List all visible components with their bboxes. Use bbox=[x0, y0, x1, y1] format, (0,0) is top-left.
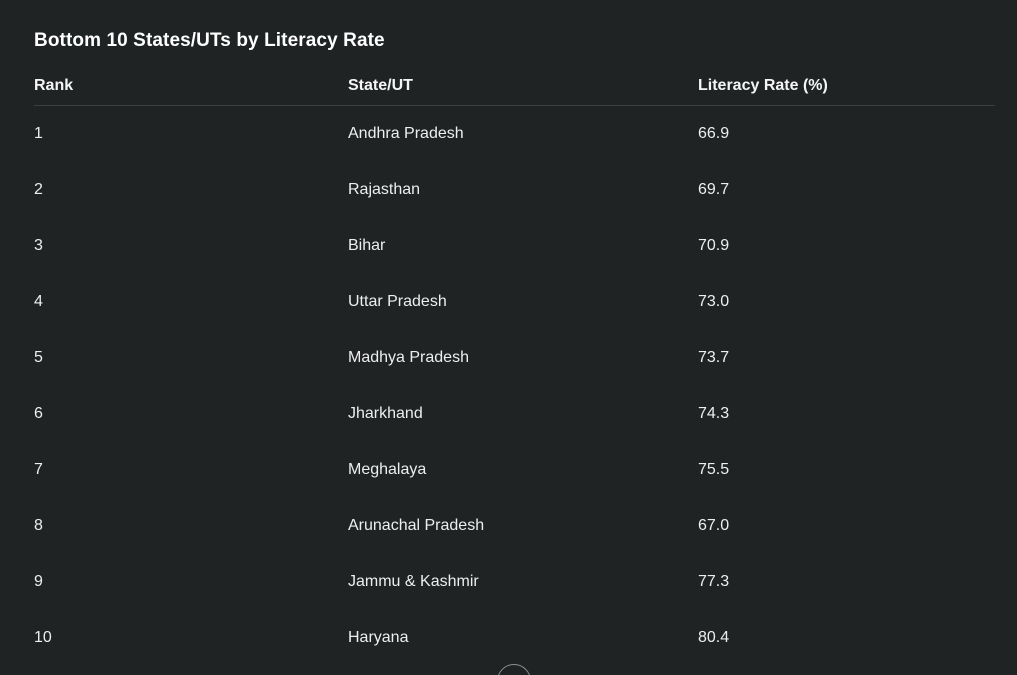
rank-cell: 2 bbox=[34, 181, 43, 198]
column-header-rank: Rank bbox=[34, 66, 348, 106]
table-row: 10 Haryana 80.4 bbox=[34, 610, 995, 666]
table-row: 8 Arunachal Pradesh 67.0 bbox=[34, 498, 995, 554]
state-cell: Haryana bbox=[348, 629, 409, 646]
table-row: 3 Bihar 70.9 bbox=[34, 218, 995, 274]
rate-cell: 66.9 bbox=[698, 125, 730, 142]
rate-cell: 73.7 bbox=[698, 349, 730, 366]
rank-cell: 10 bbox=[34, 629, 52, 646]
state-cell: Meghalaya bbox=[348, 461, 427, 478]
table-row: 1 Andhra Pradesh 66.9 bbox=[34, 106, 995, 163]
table-row: 6 Jharkhand 74.3 bbox=[34, 386, 995, 442]
state-cell: Rajasthan bbox=[348, 181, 421, 198]
state-cell: Andhra Pradesh bbox=[348, 125, 464, 142]
rate-cell: 75.5 bbox=[698, 461, 730, 478]
rank-cell: 7 bbox=[34, 461, 43, 478]
table-row: 2 Rajasthan 69.7 bbox=[34, 162, 995, 218]
column-header-literacy-rate: Literacy Rate (%) bbox=[698, 66, 995, 106]
rank-cell: 8 bbox=[34, 517, 43, 534]
state-cell: Bihar bbox=[348, 237, 386, 254]
rank-cell: 9 bbox=[34, 573, 43, 590]
rank-cell: 1 bbox=[34, 125, 43, 142]
rank-cell: 4 bbox=[34, 293, 43, 310]
rate-cell: 73.0 bbox=[698, 293, 730, 310]
state-cell: Jharkhand bbox=[348, 405, 423, 422]
column-header-state: State/UT bbox=[348, 66, 698, 106]
table-row: 5 Madhya Pradesh 73.7 bbox=[34, 330, 995, 386]
table-header-row: Rank State/UT Literacy Rate (%) bbox=[34, 66, 995, 106]
literacy-table: Rank State/UT Literacy Rate (%) 1 Andhra… bbox=[34, 66, 995, 666]
state-cell: Madhya Pradesh bbox=[348, 349, 469, 366]
table-row: 4 Uttar Pradesh 73.0 bbox=[34, 274, 995, 330]
rate-cell: 70.9 bbox=[698, 237, 730, 254]
rate-cell: 80.4 bbox=[698, 629, 730, 646]
state-cell: Jammu & Kashmir bbox=[348, 573, 479, 590]
state-cell: Uttar Pradesh bbox=[348, 293, 447, 310]
table-row: 9 Jammu & Kashmir 77.3 bbox=[34, 554, 995, 610]
rate-cell: 67.0 bbox=[698, 517, 730, 534]
rank-cell: 3 bbox=[34, 237, 43, 254]
state-cell: Arunachal Pradesh bbox=[348, 517, 485, 534]
rank-cell: 5 bbox=[34, 349, 43, 366]
rank-cell: 6 bbox=[34, 405, 43, 422]
table-title: Bottom 10 States/UTs by Literacy Rate bbox=[34, 30, 385, 51]
rate-cell: 69.7 bbox=[698, 181, 730, 198]
rate-cell: 77.3 bbox=[698, 573, 730, 590]
rate-cell: 74.3 bbox=[698, 405, 730, 422]
table-row: 7 Meghalaya 75.5 bbox=[34, 442, 995, 498]
